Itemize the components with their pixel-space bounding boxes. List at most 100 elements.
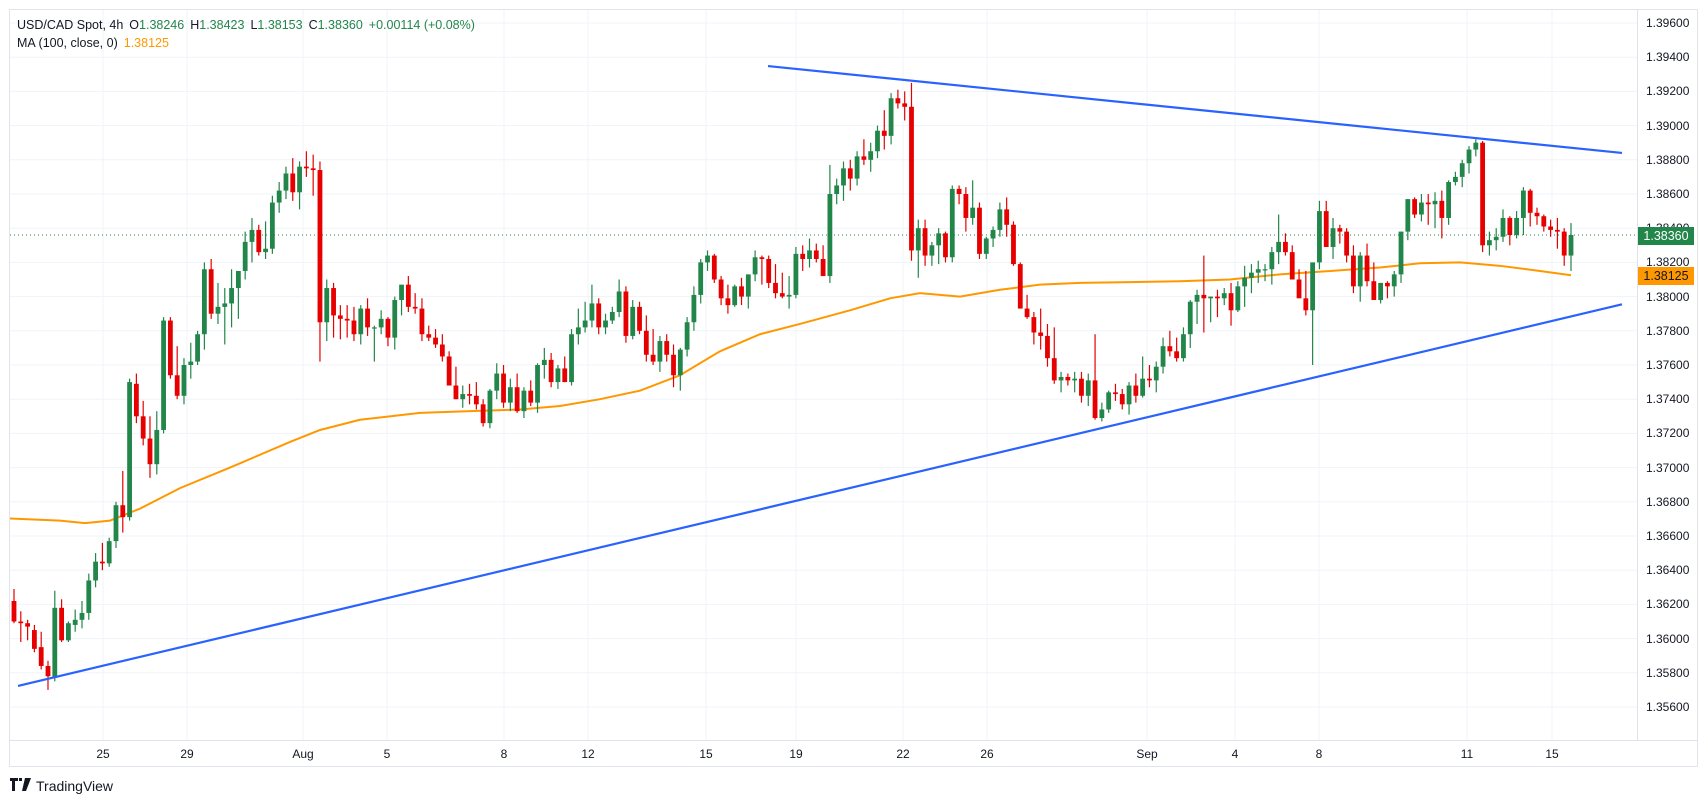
candle-up (603, 320, 608, 328)
candle-down (1215, 296, 1220, 299)
candle-up (752, 257, 758, 275)
price-tick-label: 1.37600 (1646, 358, 1690, 372)
candle-up (875, 130, 880, 152)
price-tick-label: 1.39600 (1646, 16, 1690, 30)
candle-down (167, 320, 173, 376)
candle-down (637, 306, 642, 331)
price-tick-label: 1.36200 (1646, 597, 1690, 612)
candle-up (263, 248, 268, 253)
ma-label[interactable]: MA (100, close, 0) (17, 36, 118, 50)
candle-down (623, 291, 629, 336)
candle-down (31, 630, 37, 649)
time-tick-label: 11 (1460, 747, 1474, 761)
candlestick-chart[interactable] (10, 10, 1637, 740)
candle-up (1187, 301, 1193, 335)
candle-down (405, 284, 411, 307)
candle-up (1405, 199, 1411, 232)
candle-down (426, 334, 432, 338)
candle-up (1378, 282, 1384, 301)
candle-down (943, 233, 948, 258)
candle-up (1072, 378, 1078, 381)
candle-up (1330, 228, 1336, 248)
price-tick-label: 1.35800 (1646, 665, 1690, 680)
candle-down (643, 330, 649, 355)
time-axis[interactable]: 25 29 Aug 5 8 12 15 19 22 26 Sep 4 8 11 15 (10, 740, 1697, 767)
candle-up (936, 233, 942, 246)
candle-down (596, 303, 602, 328)
candle-up (732, 286, 738, 306)
candle-up (698, 262, 704, 295)
candle-down (1344, 231, 1350, 256)
candle-down (1555, 229, 1560, 232)
candle-down (1351, 255, 1356, 287)
candle-up (358, 308, 364, 335)
candle-up (52, 607, 58, 678)
candle-down (344, 318, 350, 321)
candle-up (793, 253, 799, 295)
candle-up (195, 334, 200, 362)
tradingview-logo[interactable]: TradingView (10, 776, 113, 796)
candle-up (1521, 190, 1526, 218)
candle-down (439, 344, 445, 357)
tradingview-logo-text: TradingView (36, 778, 114, 794)
candle-up (868, 151, 874, 160)
candle-up (79, 612, 85, 620)
candle-down (1147, 378, 1152, 381)
candle-down (501, 373, 506, 403)
candle-up (1317, 211, 1322, 263)
candle-up (235, 270, 241, 289)
chart-plot-area[interactable] (10, 10, 1637, 740)
candle-up (1398, 231, 1404, 275)
candle-down (847, 168, 853, 179)
candle-down (861, 156, 867, 160)
candle-down (59, 607, 64, 641)
candle-down (133, 383, 139, 417)
time-tick-label: 12 (581, 747, 595, 761)
candle-down (1038, 332, 1044, 336)
candle-up (630, 306, 636, 336)
candle-down (650, 354, 656, 362)
candle-up (161, 320, 166, 430)
candle-up (929, 245, 935, 256)
price-tick-label: 1.36400 (1646, 563, 1690, 578)
candle-up (242, 241, 248, 271)
time-tick-label: 15 (699, 747, 713, 761)
candle-down (1337, 228, 1343, 232)
moving-average-line (10, 261, 1572, 525)
candle-down (773, 282, 778, 294)
candle-down (480, 404, 486, 424)
candle-down (453, 385, 459, 400)
candle-down (514, 387, 520, 412)
price-axis[interactable]: 1.39600 1.39400 1.39200 1.39000 1.38800 1.386… (1637, 10, 1698, 740)
symbol-title[interactable]: USD/CAD Spot, 4h (17, 18, 124, 32)
candle-down (303, 166, 309, 169)
candle-down (99, 561, 105, 564)
candle-down (25, 623, 30, 627)
candle-down (548, 359, 554, 383)
candle-up (807, 250, 812, 259)
candle-up (535, 365, 540, 403)
candle-up (834, 185, 840, 194)
candle-up (997, 209, 1003, 230)
candle-down (1024, 308, 1030, 318)
candle-down (351, 320, 357, 335)
candle-up (399, 284, 404, 301)
candle-up (93, 561, 98, 581)
candle-up (1459, 163, 1465, 177)
candle-up (569, 334, 574, 383)
candle-down (779, 293, 785, 297)
trendline-upper-resistance (767, 64, 1623, 155)
price-tick-label: 1.37400 (1646, 392, 1690, 407)
candle-down (1439, 200, 1445, 218)
candle-down (1561, 231, 1567, 256)
ma-price-tag: 1.38125 (1638, 267, 1694, 285)
candle-down (725, 298, 731, 306)
candle-down (1004, 209, 1010, 225)
candle-up (1487, 240, 1492, 246)
candle-down (1031, 317, 1037, 333)
candle-up (575, 327, 581, 335)
open-label: O (129, 18, 140, 32)
candle-up (684, 322, 690, 350)
high-value: 1.38423 (199, 18, 245, 32)
candle-down (664, 341, 670, 355)
